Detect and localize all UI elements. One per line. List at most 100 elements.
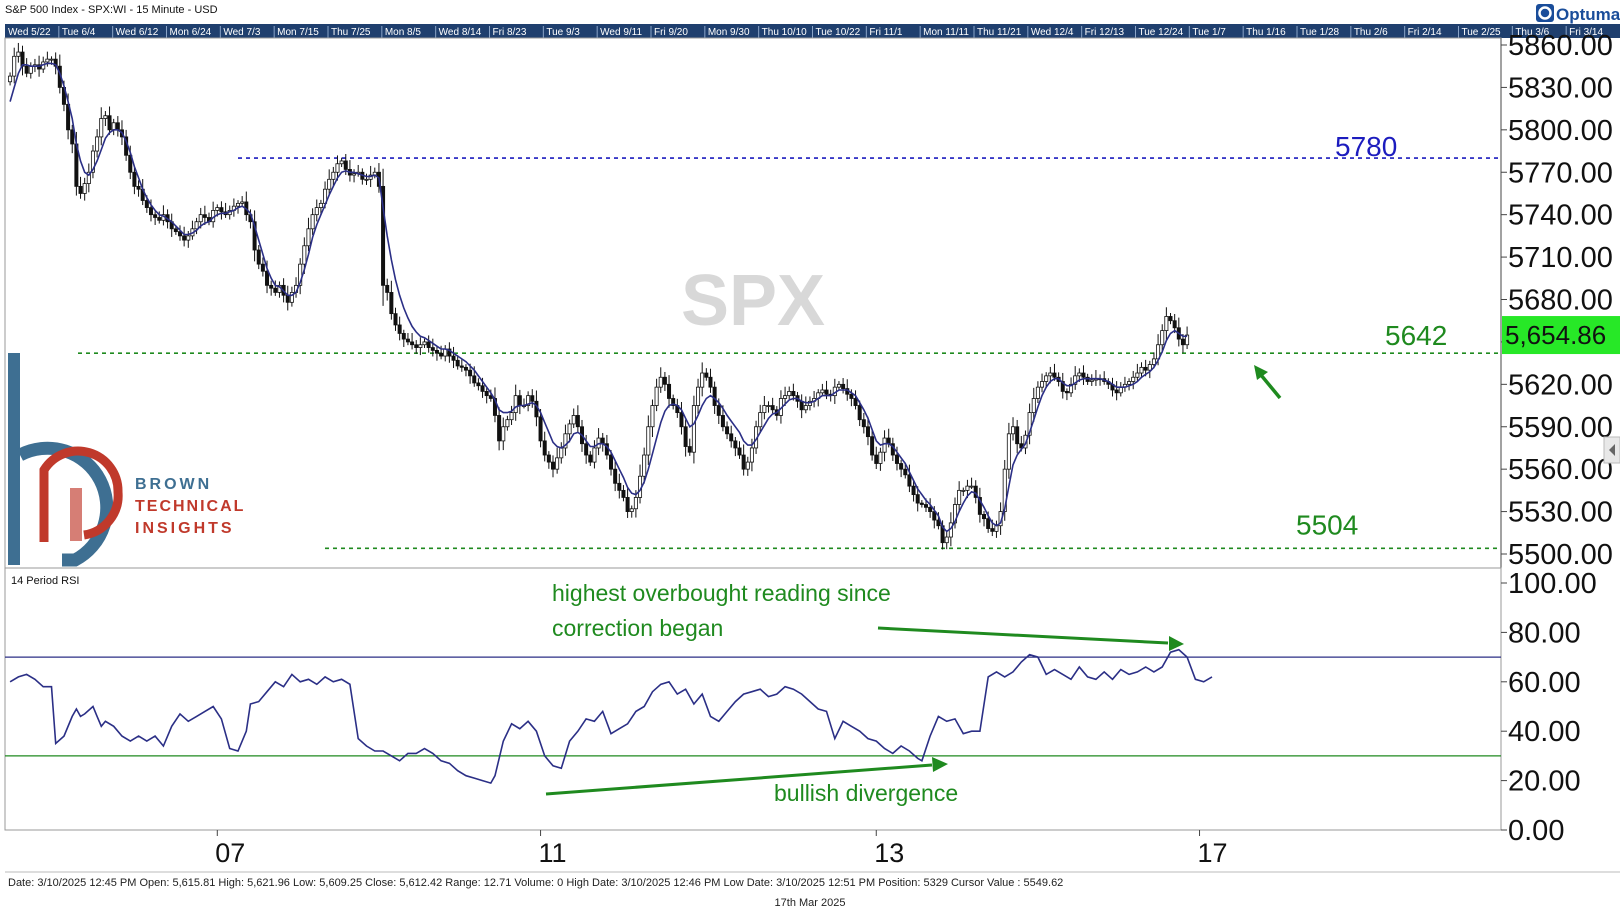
candle-body (78, 185, 83, 194)
collapse-tab[interactable] (1603, 436, 1620, 464)
candle-body (1006, 433, 1011, 470)
timeline-labels: Wed 5/22 Tue 6/4 Wed 6/12 Mon 6/24 Wed 7/3 Mo… (8, 26, 1604, 38)
candle-body (986, 518, 991, 529)
candle-body (1060, 381, 1065, 392)
candle-body (451, 355, 456, 361)
candle-body (459, 365, 464, 368)
candle-body (447, 348, 452, 357)
candle-body (758, 412, 763, 428)
rsi-tick-label: 60.00 (1508, 667, 1581, 699)
candle-body (882, 437, 887, 453)
candle-body (977, 497, 982, 515)
candle-body (741, 454, 746, 470)
candle-body (600, 437, 605, 445)
candle-body (1048, 372, 1053, 377)
date-tick-label: 17 (1198, 838, 1228, 868)
timeline-label: Tue 12/24 (1139, 27, 1184, 38)
price-tick-label: 5620.00 (1508, 369, 1613, 401)
candle-body (410, 341, 415, 346)
candle-body (716, 405, 721, 416)
candle-body (671, 398, 676, 406)
candle-body (737, 447, 742, 456)
candle-body (468, 369, 473, 377)
date-tick-label: 13 (874, 838, 904, 868)
price-tick-label: 5710.00 (1508, 242, 1613, 274)
timeline-label: Mon 8/5 (385, 27, 422, 38)
candle-body (720, 415, 725, 428)
candle-body (236, 202, 241, 207)
price-tick-label: 5560.00 (1508, 454, 1613, 486)
optuma-logo-icon (1536, 4, 1554, 22)
candle-body (899, 463, 904, 470)
candle-body (658, 376, 663, 388)
candle-body (24, 65, 29, 74)
candle-body (928, 506, 933, 512)
candle-body (849, 393, 854, 399)
candle-body (103, 115, 108, 119)
candle-body (194, 221, 199, 230)
candle-body (534, 400, 539, 418)
price-tick-label: 5530.00 (1508, 497, 1613, 529)
candle-body (306, 228, 311, 247)
timeline-label: Tue 1/7 (1192, 27, 1226, 38)
candle-body (944, 536, 949, 544)
candle-body (269, 284, 274, 289)
rsi-axis: 0.00 20.00 40.00 60.00 80.00 100.00 (1501, 568, 1597, 847)
candle-body (1040, 381, 1045, 388)
candle-body (339, 160, 344, 165)
overbought-annotation-line2: correction began (552, 615, 723, 641)
candle-body (385, 284, 390, 293)
overbought-arrow (877, 626, 1184, 651)
candle-body (8, 75, 13, 83)
candle-body (1035, 386, 1040, 399)
candle-body (687, 446, 692, 453)
candle-body (712, 386, 717, 406)
price-tick-label: 5680.00 (1508, 285, 1613, 317)
candle-body (853, 398, 858, 406)
logo-word-brown: BROWN (135, 476, 212, 493)
rsi-tick-label: 20.00 (1508, 766, 1581, 798)
bullish-divergence-label: bullish divergence (774, 780, 958, 806)
candle-body (426, 341, 431, 348)
candle-body (617, 482, 622, 491)
candle-body (28, 65, 33, 74)
price-tick-label: 5770.00 (1508, 157, 1613, 189)
candle-body (667, 383, 672, 399)
candle-body (90, 150, 95, 173)
rsi-tick-label: 40.00 (1508, 716, 1581, 748)
footer-ohlc-info: Date: 3/10/2025 12:45 PM Open: 5,615.81 … (8, 877, 1064, 889)
candle-body (418, 344, 423, 348)
price-tick-label: 5740.00 (1508, 200, 1613, 232)
candle-body (352, 173, 357, 176)
candle-body (1089, 379, 1094, 382)
candle-body (434, 349, 439, 354)
candle-body (381, 185, 386, 286)
candle-body (646, 426, 651, 456)
candle-body (973, 485, 978, 498)
candle-body (331, 171, 336, 180)
pivot-level-label: 5642 (1385, 320, 1447, 351)
candle-body (128, 154, 133, 173)
candle-body (563, 433, 568, 449)
candle-body (111, 122, 116, 131)
candle-body (584, 443, 589, 456)
candle-body (865, 426, 870, 438)
candle-body (1160, 330, 1165, 346)
candle-body (1143, 366, 1148, 371)
candle-body (285, 294, 290, 303)
candle-body (932, 511, 937, 521)
candle-body (919, 502, 924, 505)
timeline-label: Thu 7/25 (331, 27, 371, 38)
candle-body (538, 416, 543, 442)
candle-body (405, 338, 410, 343)
candle-body (314, 207, 319, 216)
candle-body (1019, 443, 1024, 449)
candle-body (49, 58, 54, 61)
candle-body (625, 497, 630, 512)
timeline-label: Fri 8/23 (493, 27, 527, 38)
price-tick-label: 5800.00 (1508, 115, 1613, 147)
candle-body (783, 395, 788, 399)
last-price-marker (1502, 316, 1620, 355)
candle-body (70, 129, 75, 145)
candle-body (298, 263, 303, 286)
